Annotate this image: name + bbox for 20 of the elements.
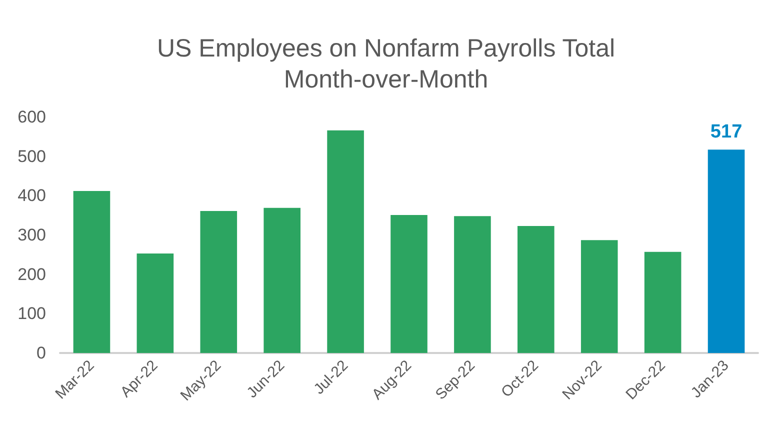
bar [327,130,364,353]
y-tick-label: 200 [18,264,46,284]
bar [644,252,682,353]
bar [136,253,174,353]
y-tick-label: 600 [18,108,46,126]
bar [454,216,491,353]
bar [518,226,554,353]
bar [73,190,110,353]
bar [708,150,745,353]
y-tick-label: 400 [18,186,46,206]
y-tick-label: 0 [36,344,46,362]
y-tick-label: 500 [18,146,46,166]
bar [390,214,428,353]
bar [264,208,300,353]
y-tick-label: 100 [18,304,46,324]
chart-title: US Employees on Nonfarm Payrolls Total Month-over-Month [156,34,616,94]
bar [200,211,238,353]
bar [580,240,618,353]
y-tick-label: 300 [18,226,46,244]
data-label: 517 [710,122,742,143]
